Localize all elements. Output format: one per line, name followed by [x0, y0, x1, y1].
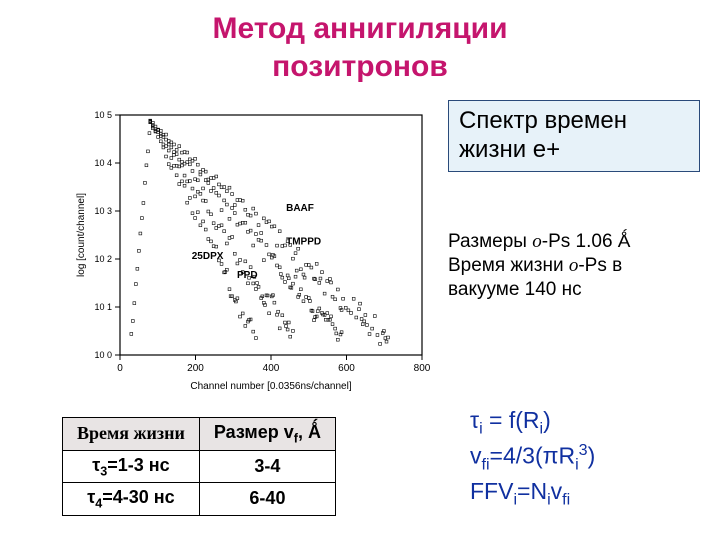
table-row: τ4=4-30 нс 6-40	[63, 483, 336, 516]
desc-line-1: Размеры o-Ps 1.06 Ǻ	[448, 231, 630, 252]
svg-text:Channel number [0.0356ns/chann: Channel number [0.0356ns/channel]	[190, 381, 351, 392]
desc-line-2: Время жизни o-Ps в вакууме 140 нс	[448, 255, 622, 300]
svg-text:0: 0	[117, 363, 123, 374]
formula-block: τi = f(Ri) vfi=4/3(πRi3) FFVi=Nivfi	[470, 405, 595, 512]
svg-text:200: 200	[187, 363, 204, 374]
table-header-row: Время жизни Размер vf, Ǻ	[63, 418, 336, 451]
cell-lifetime: τ4=4-30 нс	[63, 483, 200, 516]
svg-text:10 2: 10 2	[94, 254, 112, 264]
lifetime-size-table: Время жизни Размер vf, Ǻ τ3=1-3 нс 3-4 τ…	[62, 417, 336, 516]
svg-text:10 3: 10 3	[94, 206, 112, 216]
cell-lifetime: τ3=1-3 нс	[63, 450, 200, 483]
svg-text:400: 400	[263, 363, 280, 374]
col-header-lifetime: Время жизни	[63, 418, 200, 451]
svg-text:PPD: PPD	[237, 270, 258, 281]
spectrum-info-box: Спектр времен жизни е+	[448, 100, 700, 172]
cell-size: 3-4	[199, 450, 335, 483]
svg-text:TMPPD: TMPPD	[286, 237, 321, 248]
title-line-1: Метод аннигиляции	[212, 12, 507, 45]
svg-text:10 0: 10 0	[94, 350, 112, 360]
svg-text:800: 800	[414, 363, 431, 374]
svg-text:10 5: 10 5	[94, 110, 112, 120]
svg-text:10 1: 10 1	[94, 302, 112, 312]
col-header-size: Размер vf, Ǻ	[199, 418, 335, 451]
cell-size: 6-40	[199, 483, 335, 516]
lifetime-spectrum-chart: 0 200 400 600 800 10 0 10 1 10 2 10 3 10 4 10 5 Cha…	[72, 105, 432, 395]
formula-1: τi = f(Ri)	[470, 405, 595, 440]
formula-3: FFVi=Nivfi	[470, 476, 595, 511]
svg-text:25DPX: 25DPX	[192, 251, 224, 262]
svg-text:BAAF: BAAF	[286, 203, 314, 214]
description-text: Размеры o-Ps 1.06 Ǻ Время жизни o-Ps в в…	[448, 230, 698, 301]
page-title: Метод аннигиляции позитронов	[0, 0, 720, 85]
formula-2: vfi=4/3(πRi3)	[470, 440, 595, 476]
title-line-2: позитронов	[272, 50, 448, 83]
svg-text:600: 600	[338, 363, 355, 374]
table-row: τ3=1-3 нс 3-4	[63, 450, 336, 483]
svg-text:10 4: 10 4	[94, 158, 112, 168]
svg-text:log [count/channel]: log [count/channel]	[76, 193, 87, 277]
